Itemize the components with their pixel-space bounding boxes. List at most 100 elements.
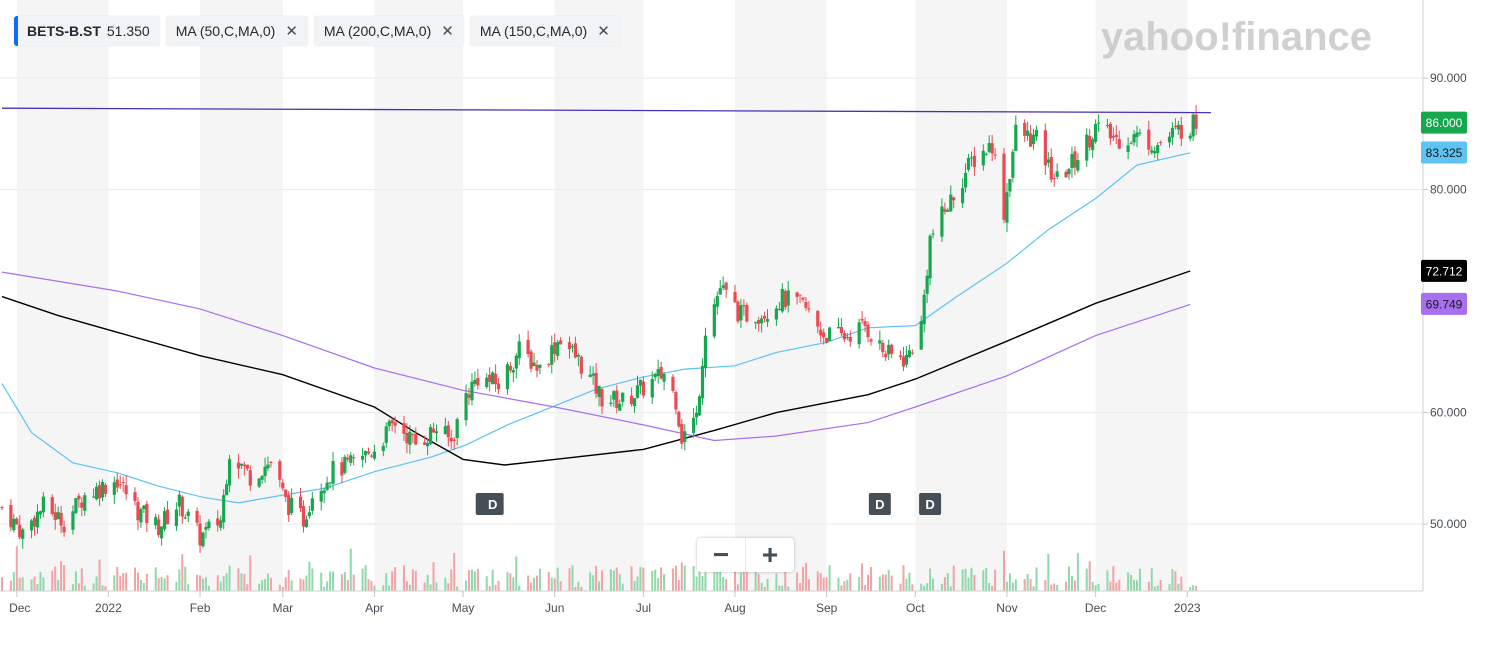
volume-bar [1159, 579, 1162, 591]
candle-body [260, 476, 264, 480]
volume-bar [435, 582, 438, 591]
candle-body [216, 518, 220, 526]
candle-body [301, 506, 306, 527]
candle-body [9, 505, 13, 528]
candle-body [532, 362, 536, 367]
volume-bar [884, 574, 887, 591]
candle-body [984, 153, 988, 155]
candle-body [1188, 135, 1192, 139]
volume-bar [201, 578, 204, 591]
close-icon[interactable]: ✕ [597, 23, 610, 40]
volume-bar [964, 568, 967, 591]
candle-body [494, 373, 498, 385]
candle-body [922, 294, 926, 325]
candle-body [446, 425, 450, 438]
candle-body [245, 464, 249, 469]
x-tick-label: Mar [272, 601, 293, 615]
candle-body [765, 318, 770, 322]
candle-body [1194, 114, 1198, 129]
candle-body [1014, 124, 1018, 151]
ma-line [1, 271, 1191, 442]
volume-bar [970, 567, 973, 591]
candle-body [890, 344, 894, 354]
candle-body [650, 379, 654, 398]
volume-bar [426, 574, 429, 591]
volume-bar [695, 576, 698, 591]
candle-body [1028, 133, 1033, 147]
price-badge [1421, 141, 1467, 164]
symbol-chip[interactable]: BETS-B.ST 51.350 [14, 16, 160, 46]
volume-bar [1135, 580, 1138, 591]
candle-body [827, 327, 832, 341]
volume-bar [361, 568, 364, 591]
candle-body [467, 394, 471, 398]
volume-bar [577, 581, 580, 591]
candle-body [485, 377, 489, 388]
candle-body [1031, 134, 1036, 145]
candle-body [53, 512, 57, 521]
zoom-in-button[interactable]: + [745, 538, 794, 572]
candle-body [594, 372, 598, 394]
volume-bar [816, 571, 819, 591]
candle-body [774, 308, 778, 320]
dividend-marker[interactable] [919, 493, 942, 515]
volume-bar [804, 562, 807, 591]
indicator-chip-ma200[interactable]: MA (200,C,MA,0) ✕ [313, 16, 464, 46]
volume-bar [1109, 581, 1112, 591]
volume-bar [134, 567, 137, 591]
candle-body [940, 206, 944, 237]
dividend-marker[interactable] [481, 493, 504, 515]
candle-body [757, 320, 761, 324]
dividend-marker[interactable] [868, 493, 891, 515]
volume-bar [713, 571, 716, 591]
volume-bar [506, 572, 509, 591]
volume-bar [654, 569, 657, 591]
volume-bar [725, 579, 728, 591]
candle-body [641, 381, 645, 396]
volume-bar [911, 584, 914, 591]
x-tick-label: Nov [996, 601, 1017, 615]
candle-body [836, 327, 841, 329]
candle-body [414, 434, 418, 445]
volume-bar [843, 581, 846, 591]
candle-body [384, 426, 388, 443]
candle-body [464, 393, 468, 421]
volume-bar [269, 577, 272, 591]
volume-bars [1, 546, 1198, 591]
zoom-out-button[interactable]: − [697, 538, 745, 572]
indicator-chip-ma150[interactable]: MA (150,C,MA,0) ✕ [469, 16, 620, 46]
close-icon[interactable]: ✕ [441, 23, 454, 40]
volume-bar [760, 582, 763, 591]
volume-bar [222, 576, 225, 591]
volume-bar [1005, 581, 1008, 591]
candle-body [659, 366, 663, 379]
candle-body [1043, 130, 1047, 166]
volume-bar [1127, 572, 1130, 591]
volume-bar [920, 583, 923, 591]
volume-bar [326, 581, 329, 591]
candle-body [680, 424, 684, 444]
volume-bar [311, 568, 314, 591]
volume-bar [781, 585, 784, 591]
volume-bar [1032, 586, 1035, 591]
volume-bar [1147, 581, 1150, 591]
candle-body [304, 519, 309, 527]
close-icon[interactable]: ✕ [285, 23, 298, 40]
volume-bar [1035, 567, 1038, 591]
volume-bar [394, 567, 397, 591]
volume-bar [243, 573, 246, 591]
indicator-chip-ma50[interactable]: MA (50,C,MA,0) ✕ [165, 16, 308, 46]
volume-bar [119, 576, 122, 591]
volume-bar [890, 575, 893, 591]
candle-body [576, 354, 580, 357]
candle-body [160, 526, 164, 539]
volume-bar [881, 574, 884, 591]
horizontal-trendline[interactable] [1, 107, 1211, 114]
volume-bar [63, 565, 66, 591]
volume-bar [527, 575, 530, 591]
volume-bar [580, 586, 583, 591]
candle-body [369, 455, 374, 457]
candle-body [97, 485, 102, 499]
candle-body [118, 484, 122, 486]
